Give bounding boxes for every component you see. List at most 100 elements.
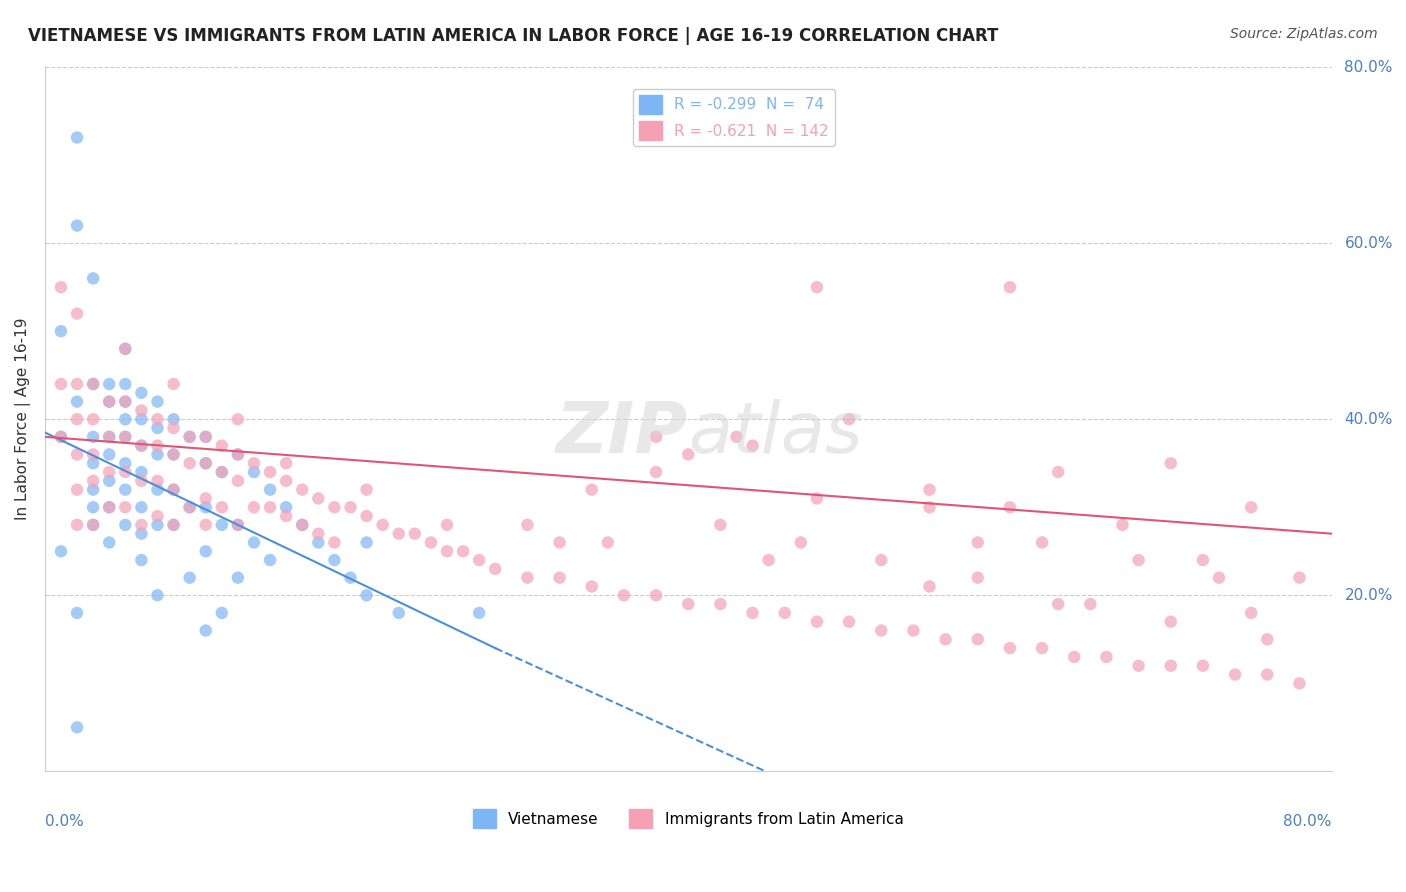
Point	[98, 500, 121, 515]
Point	[339, 500, 361, 515]
Point	[226, 474, 249, 488]
Point	[131, 553, 153, 567]
Point	[162, 377, 184, 392]
Text: 0.0%: 0.0%	[45, 814, 83, 829]
Point	[259, 553, 281, 567]
Point	[98, 377, 121, 392]
Point	[436, 544, 458, 558]
Point	[678, 447, 700, 461]
Point	[66, 517, 89, 532]
Point	[114, 517, 136, 532]
Point	[66, 219, 89, 233]
Point	[918, 483, 941, 497]
Point	[66, 606, 89, 620]
Point	[131, 403, 153, 417]
Point	[838, 412, 860, 426]
Point	[613, 588, 636, 602]
Point	[404, 526, 426, 541]
Text: Source: ZipAtlas.com: Source: ZipAtlas.com	[1230, 27, 1378, 41]
Point	[211, 465, 233, 479]
Point	[49, 544, 72, 558]
Point	[226, 517, 249, 532]
Point	[1031, 641, 1053, 656]
Point	[82, 483, 104, 497]
Point	[468, 606, 491, 620]
Text: 20.0%: 20.0%	[1344, 588, 1393, 603]
Point	[741, 439, 763, 453]
Point	[243, 456, 266, 470]
Point	[146, 421, 169, 435]
Text: VIETNAMESE VS IMMIGRANTS FROM LATIN AMERICA IN LABOR FORCE | AGE 16-19 CORRELATI: VIETNAMESE VS IMMIGRANTS FROM LATIN AMER…	[28, 27, 998, 45]
Point	[146, 517, 169, 532]
Point	[131, 517, 153, 532]
Point	[66, 720, 89, 734]
Point	[179, 500, 201, 515]
Point	[194, 500, 217, 515]
Point	[870, 553, 893, 567]
Point	[356, 483, 378, 497]
Point	[82, 271, 104, 285]
Point	[838, 615, 860, 629]
Point	[82, 500, 104, 515]
Text: ZIP: ZIP	[555, 399, 689, 467]
Point	[903, 624, 925, 638]
Point	[323, 535, 346, 549]
Point	[1031, 535, 1053, 549]
Point	[356, 509, 378, 524]
Point	[966, 632, 988, 647]
Point	[243, 500, 266, 515]
Point	[66, 394, 89, 409]
Point	[114, 342, 136, 356]
Point	[1128, 553, 1150, 567]
Point	[307, 491, 329, 506]
Point	[548, 571, 571, 585]
Point	[516, 571, 538, 585]
Point	[179, 500, 201, 515]
Point	[194, 430, 217, 444]
Point	[82, 474, 104, 488]
Point	[918, 500, 941, 515]
Point	[82, 377, 104, 392]
Point	[49, 280, 72, 294]
Point	[114, 430, 136, 444]
Point	[339, 571, 361, 585]
Point	[806, 491, 828, 506]
Point	[645, 430, 668, 444]
Point	[162, 517, 184, 532]
Point	[162, 483, 184, 497]
Point	[918, 579, 941, 593]
Point	[131, 439, 153, 453]
Point	[998, 280, 1021, 294]
Point	[211, 465, 233, 479]
Point	[146, 474, 169, 488]
Point	[468, 553, 491, 567]
Point	[226, 447, 249, 461]
Point	[66, 412, 89, 426]
Point	[194, 491, 217, 506]
Point	[114, 377, 136, 392]
Point	[323, 553, 346, 567]
Point	[194, 456, 217, 470]
Point	[259, 483, 281, 497]
Point	[131, 526, 153, 541]
Point	[291, 517, 314, 532]
Y-axis label: In Labor Force | Age 16-19: In Labor Force | Age 16-19	[15, 318, 31, 520]
Point	[291, 517, 314, 532]
Point	[211, 606, 233, 620]
Point	[1063, 649, 1085, 664]
Point	[114, 500, 136, 515]
Text: 60.0%: 60.0%	[1344, 235, 1393, 251]
Point	[179, 456, 201, 470]
Point	[131, 439, 153, 453]
Point	[1078, 597, 1101, 611]
Point	[259, 465, 281, 479]
Point	[1240, 500, 1263, 515]
Point	[98, 474, 121, 488]
Point	[1160, 658, 1182, 673]
Point	[114, 394, 136, 409]
Point	[162, 421, 184, 435]
Point	[82, 447, 104, 461]
Point	[1192, 658, 1215, 673]
Point	[162, 447, 184, 461]
Point	[162, 517, 184, 532]
